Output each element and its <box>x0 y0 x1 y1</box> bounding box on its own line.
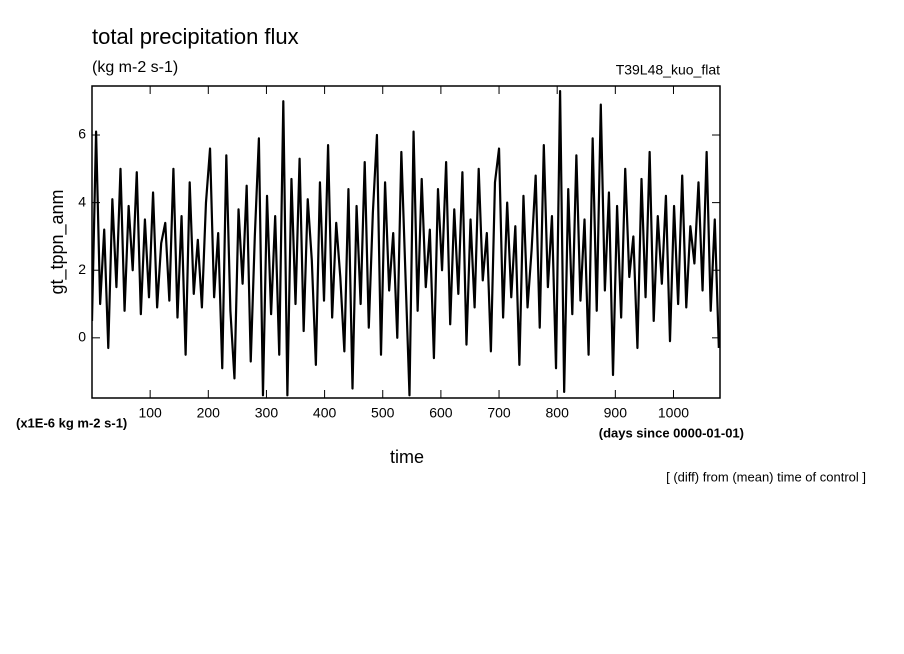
x-tick-label: 300 <box>255 405 279 421</box>
y-tick-label: 4 <box>78 193 86 209</box>
chart-title: total precipitation flux <box>92 24 299 49</box>
y-unit-label: (x1E-6 kg m-2 s-1) <box>16 415 127 430</box>
note: [ (diff) from (mean) time of control ] <box>666 469 866 484</box>
x-tick-label: 700 <box>487 405 511 421</box>
x-tick-label: 100 <box>138 405 162 421</box>
x-tick-label: 400 <box>313 405 337 421</box>
y-tick-label: 6 <box>78 126 86 142</box>
x-tick-label: 500 <box>371 405 395 421</box>
x-tick-label: 600 <box>429 405 453 421</box>
y-tick-label: 2 <box>78 261 86 277</box>
data-line <box>92 89 720 397</box>
x-axis-label: time <box>390 447 424 467</box>
run-label: T39L48_kuo_flat <box>616 62 720 78</box>
y-axis-label: gt_tppn_anm <box>47 189 68 294</box>
x-unit-label: (days since 0000-01-01) <box>599 425 744 440</box>
x-tick-label: 1000 <box>658 405 689 421</box>
plot-frame <box>91 85 721 399</box>
y-tick-label: 0 <box>78 329 86 345</box>
chart-subtitle: (kg m-2 s-1) <box>92 59 178 76</box>
x-tick-label: 200 <box>197 405 221 421</box>
x-tick-label: 800 <box>546 405 570 421</box>
x-tick-label: 900 <box>604 405 628 421</box>
